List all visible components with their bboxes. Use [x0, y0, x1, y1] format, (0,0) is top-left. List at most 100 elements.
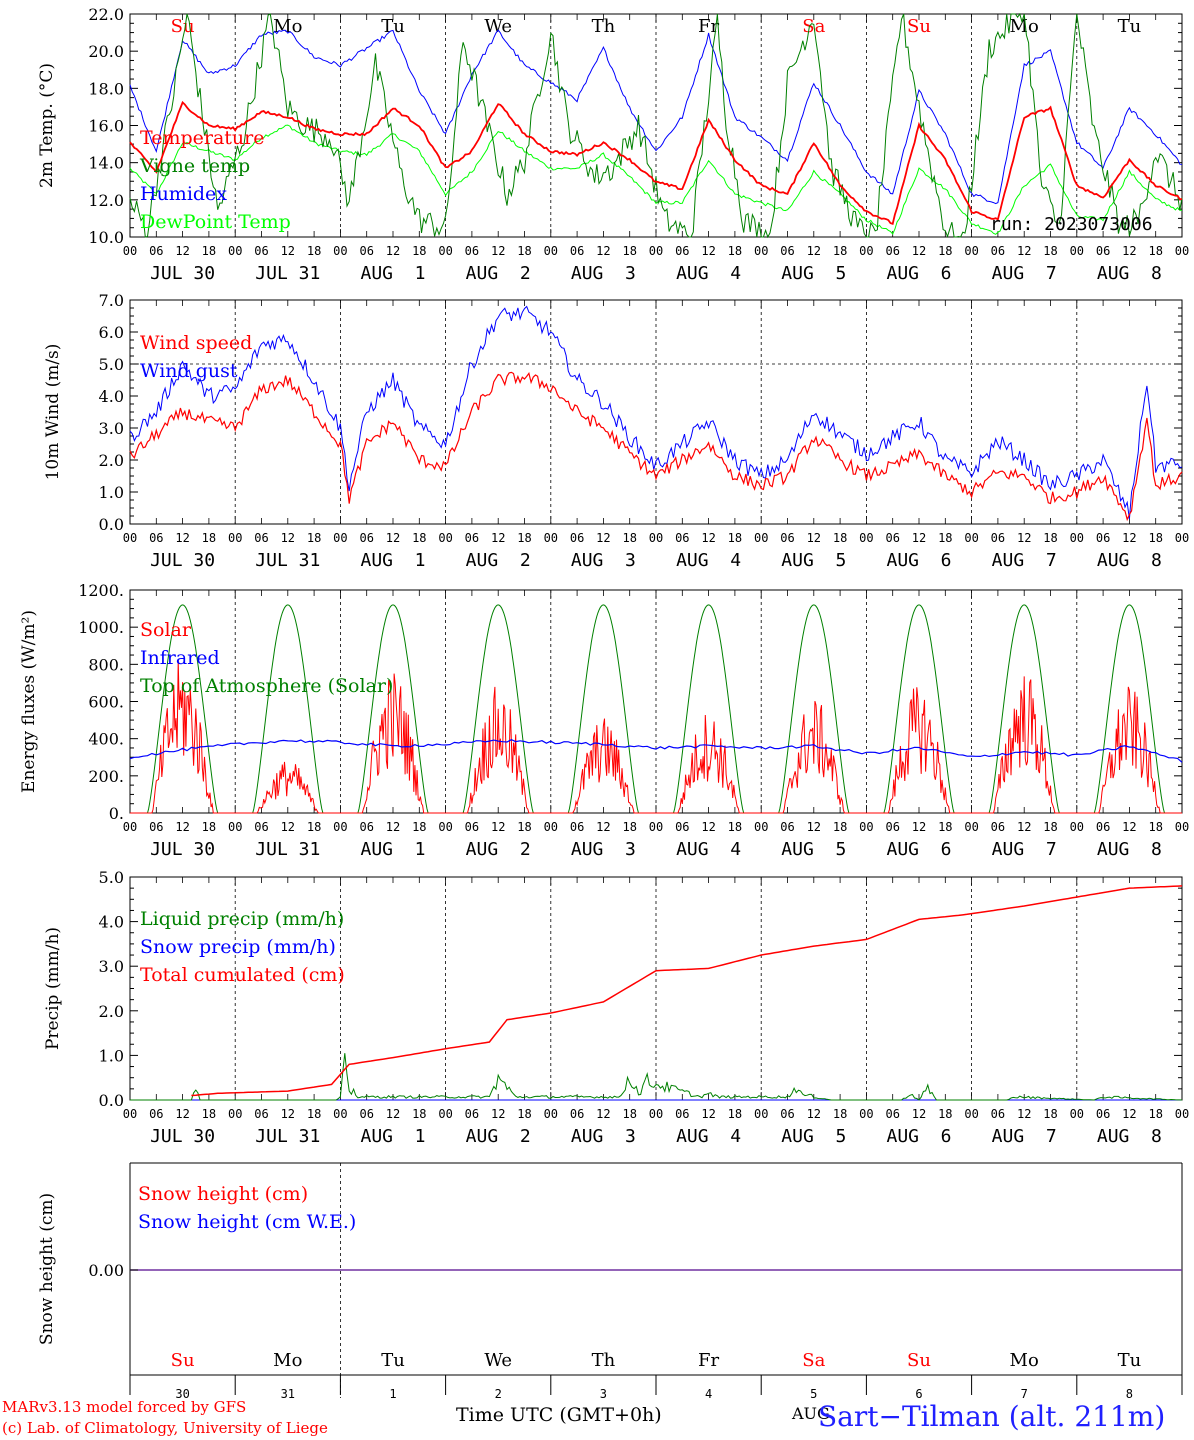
legend-entry: DewPoint Temp: [140, 211, 291, 233]
x-tick-label: 00: [1175, 820, 1189, 834]
x-tick-label: 18: [1148, 244, 1162, 258]
date-label: JUL 30: [150, 839, 215, 860]
x-tick-label: 18: [1148, 531, 1162, 545]
x-tick-label: 06: [149, 820, 163, 834]
x-tick-label: 06: [780, 531, 794, 545]
date-label: AUG 7: [992, 839, 1057, 860]
bottom-day-label: Tu: [1118, 1350, 1142, 1371]
x-tick-label: 06: [254, 820, 268, 834]
legend-entry: Infrared: [140, 647, 220, 669]
x-tick-label: 06: [991, 820, 1005, 834]
x-tick-label: 00: [333, 1107, 347, 1121]
x-tick-label: 18: [307, 1107, 321, 1121]
x-tick-label: 18: [833, 244, 847, 258]
x-tick-label: 06: [675, 820, 689, 834]
x-tick-label: 18: [938, 820, 952, 834]
y-tick-label: 0.0: [99, 1091, 124, 1110]
y-tick-label: 3.0: [99, 419, 124, 438]
series-dewpoint-line: [129, 124, 1182, 235]
x-tick-label: 12: [175, 820, 189, 834]
y-axis-label: Energy fluxes (W/m²): [19, 610, 39, 793]
date-label: AUG 1: [360, 263, 425, 284]
x-tick-label: 00: [228, 244, 242, 258]
x-tick-label: 00: [859, 531, 873, 545]
date-label: AUG 4: [676, 1126, 741, 1147]
x-tick-label: 06: [885, 1107, 899, 1121]
x-tick-label: 00: [228, 820, 242, 834]
legend-entry: Wind speed: [140, 332, 252, 354]
x-tick-label: 06: [991, 244, 1005, 258]
legend-entry: Snow precip (mm/h): [140, 936, 336, 958]
legend-entry: Snow height (cm W.E.): [138, 1211, 356, 1233]
bottom-date-label: 2: [495, 1387, 502, 1401]
x-tick-label: 18: [307, 244, 321, 258]
y-tick-label: 1000.: [78, 618, 124, 637]
x-tick-label: 06: [359, 531, 373, 545]
x-tick-label: 18: [728, 820, 742, 834]
x-tick-label: 12: [1122, 244, 1136, 258]
bottom-day-label: We: [484, 1350, 512, 1371]
date-label: AUG 8: [1097, 1126, 1162, 1147]
bottom-day-label: Tu: [381, 1350, 405, 1371]
x-tick-label: 18: [412, 244, 426, 258]
x-tick-label: 06: [780, 244, 794, 258]
x-tick-label: 00: [859, 1107, 873, 1121]
x-tick-label: 12: [596, 531, 610, 545]
station-name: Sart−Tilman (alt. 211m): [818, 1400, 1166, 1433]
x-tick-label: 12: [1017, 244, 1031, 258]
x-tick-label: 12: [596, 820, 610, 834]
date-label: AUG 8: [1097, 839, 1162, 860]
bottom-date-label: 3: [600, 1387, 607, 1401]
date-label: AUG 6: [886, 1126, 951, 1147]
x-tick-label: 00: [333, 244, 347, 258]
footer-lab-line: (c) Lab. of Climatology, University of L…: [2, 1419, 328, 1437]
x-tick-label: 00: [1175, 531, 1189, 545]
date-label: AUG 6: [886, 263, 951, 284]
x-tick-label: 18: [307, 531, 321, 545]
legend-entry: Temperature: [140, 127, 264, 149]
x-tick-label: 00: [649, 1107, 663, 1121]
x-tick-label: 06: [780, 820, 794, 834]
bottom-day-label: Su: [171, 1350, 195, 1371]
x-tick-label: 06: [359, 244, 373, 258]
legend-entry: Solar: [140, 619, 192, 641]
x-tick-label: 00: [438, 1107, 452, 1121]
x-tick-label: 12: [386, 244, 400, 258]
x-tick-label: 18: [938, 244, 952, 258]
x-tick-label: 12: [1122, 1107, 1136, 1121]
y-tick-label: 3.0: [99, 957, 124, 976]
x-tick-label: 12: [281, 244, 295, 258]
date-label: AUG 5: [781, 263, 846, 284]
legend-entry: Total cumulated (cm): [140, 964, 345, 986]
y-tick-label: 14.0: [88, 154, 124, 173]
x-tick-label: 18: [202, 244, 216, 258]
date-label: AUG 1: [360, 550, 425, 571]
x-tick-label: 06: [254, 1107, 268, 1121]
panel-frame: [129, 299, 1183, 525]
x-tick-label: 06: [254, 244, 268, 258]
x-tick-label: 00: [1070, 244, 1084, 258]
series-solar-line: [130, 659, 1182, 814]
date-label: AUG 5: [781, 550, 846, 571]
x-tick-label: 18: [622, 1107, 636, 1121]
x-tick-label: 06: [1096, 531, 1110, 545]
x-tick-label: 06: [570, 820, 584, 834]
x-tick-label: 00: [964, 244, 978, 258]
x-tick-label: 12: [596, 244, 610, 258]
date-label: AUG 7: [992, 550, 1057, 571]
x-tick-label: 12: [1122, 531, 1136, 545]
y-axis-label: Precip (mm/h): [43, 927, 63, 1050]
x-tick-label: 18: [1148, 1107, 1162, 1121]
legend-entry: Humidex: [140, 183, 227, 205]
date-label: JUL 30: [150, 1126, 215, 1147]
day-of-week-label: Su: [171, 16, 195, 37]
date-label: AUG 3: [571, 839, 636, 860]
y-tick-label: 7.0: [99, 291, 124, 310]
x-tick-label: 12: [491, 531, 505, 545]
x-tick-label: 18: [728, 244, 742, 258]
y-tick-label: 200.: [88, 767, 124, 786]
x-tick-label: 06: [675, 1107, 689, 1121]
date-label: AUG 2: [466, 839, 531, 860]
x-tick-label: 18: [938, 1107, 952, 1121]
x-tick-label: 06: [675, 244, 689, 258]
